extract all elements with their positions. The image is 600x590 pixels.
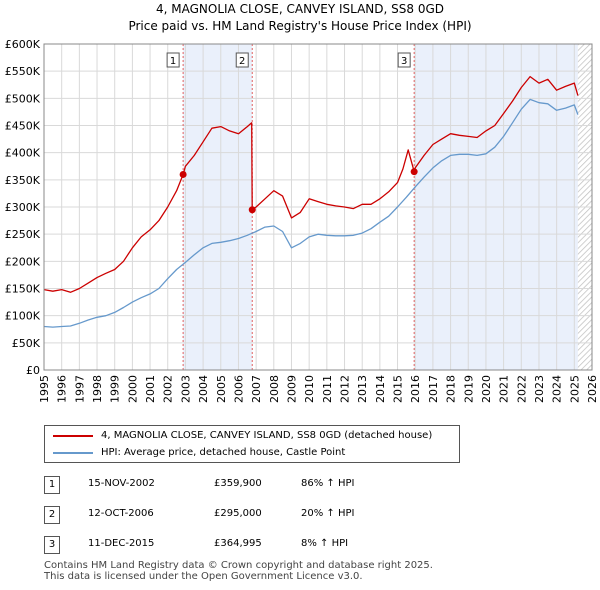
x-tick-label: 2011 [321,375,334,403]
x-tick-label: 1996 [56,375,69,403]
y-tick-label: £300K [5,201,41,214]
footer-licence: This data is licensed under the Open Gov… [44,571,363,582]
legend-swatch-hpi [53,452,93,454]
sale-label-number: 2 [239,56,245,67]
sale-price: £364,995 [214,538,262,549]
chart-title: 4, MAGNOLIA CLOSE, CANVEY ISLAND, SS8 0G… [155,2,445,16]
sale-date: 11-DEC-2015 [88,538,155,549]
y-tick-label: £150K [5,283,41,296]
sale-point [410,168,418,176]
x-tick-label: 2004 [197,375,210,403]
x-tick-label: 2018 [445,375,458,403]
y-tick-label: £0 [26,364,40,377]
sale-number-badge: 1 [44,476,60,494]
sale-number-badge: 3 [44,536,60,554]
x-tick-label: 2015 [392,375,405,403]
series-line-hpi [43,98,579,328]
sale-label-number: 1 [170,56,176,67]
sale-row: 3 11-DEC-2015 £364,995 8% ↑ HPI [44,536,444,556]
y-tick-label: £350K [5,174,41,187]
sale-hpi-change: 20% ↑ HPI [301,508,355,519]
legend-label-hpi: HPI: Average price, detached house, Cast… [101,447,346,458]
legend-swatch-property [53,435,93,437]
x-tick-label: 2016 [409,375,422,403]
x-tick-label: 2001 [144,375,157,403]
legend-item-property: 4, MAGNOLIA CLOSE, CANVEY ISLAND, SS8 0G… [45,428,457,444]
footer: Contains HM Land Registry data © Crown c… [44,560,433,582]
sale-label-box [235,52,249,68]
x-tick-label: 2021 [498,375,511,403]
x-tick-label: 2005 [215,375,228,403]
sale-date: 15-NOV-2002 [88,478,155,489]
x-tick-label: 2024 [551,375,564,403]
x-tick-label: 2022 [515,375,528,403]
y-tick-label: £250K [5,228,41,241]
x-tick-label: 2008 [268,375,281,403]
sale-price: £295,000 [214,508,262,519]
x-tick-label: 2013 [356,375,369,403]
plot-frame [43,43,593,371]
sale-label-number: 3 [401,56,407,67]
y-tick-label: £200K [5,255,41,268]
y-tick-label: £100K [5,310,41,323]
x-tick-label: 2009 [285,375,298,403]
sale-number-badge: 2 [44,506,60,524]
y-tick-label: £50K [12,337,41,350]
x-tick-label: 1999 [109,375,122,403]
x-tick-label: 2017 [427,375,440,403]
sale-row: 1 15-NOV-2002 £359,900 86% ↑ HPI [44,476,444,496]
chart-legend: 4, MAGNOLIA CLOSE, CANVEY ISLAND, SS8 0G… [44,425,460,463]
x-tick-label: 2026 [586,375,599,403]
x-tick-label: 2002 [162,375,175,403]
x-tick-label: 2000 [126,375,139,403]
sale-point [248,206,256,214]
x-tick-label: 2019 [462,375,475,403]
x-tick-label: 1995 [38,375,51,403]
x-tick-label: 1997 [73,375,86,403]
x-tick-label: 2014 [374,375,387,403]
sale-hpi-change: 86% ↑ HPI [301,478,355,489]
sale-point [179,170,187,178]
x-tick-label: 2012 [339,375,352,403]
price-chart: £0 £50K £100K £150K £200K £250K £300K £350K £400… [5,38,599,403]
footer-copyright: Contains HM Land Registry data © Crown c… [44,560,433,571]
series-line-property [43,75,579,293]
y-tick-label: £500K [5,92,41,105]
x-tick-label: 2006 [232,375,245,403]
legend-label-property: 4, MAGNOLIA CLOSE, CANVEY ISLAND, SS8 0G… [101,430,433,441]
y-tick-label: £450K [5,120,41,133]
y-tick-label: £600K [5,38,41,51]
y-tick-label: £400K [5,147,41,160]
sale-row: 2 12-OCT-2006 £295,000 20% ↑ HPI [44,506,444,526]
x-tick-label: 2020 [480,375,493,403]
sale-date: 12-OCT-2006 [88,508,154,519]
sale-label-box [166,52,180,68]
x-tick-label: 2025 [568,375,581,403]
legend-item-hpi: HPI: Average price, detached house, Cast… [45,445,457,461]
sale-hpi-change: 8% ↑ HPI [301,538,349,549]
x-tick-label: 2003 [179,375,192,403]
sale-label-box [397,52,411,68]
chart-subtitle: Price paid vs. HM Land Registry's House … [128,19,472,33]
sale-price: £359,900 [214,478,262,489]
x-tick-label: 1998 [91,375,104,403]
x-tick-label: 2023 [533,375,546,403]
x-tick-label: 2007 [250,375,263,403]
x-tick-label: 2010 [303,375,316,403]
y-tick-label: £550K [5,65,41,78]
